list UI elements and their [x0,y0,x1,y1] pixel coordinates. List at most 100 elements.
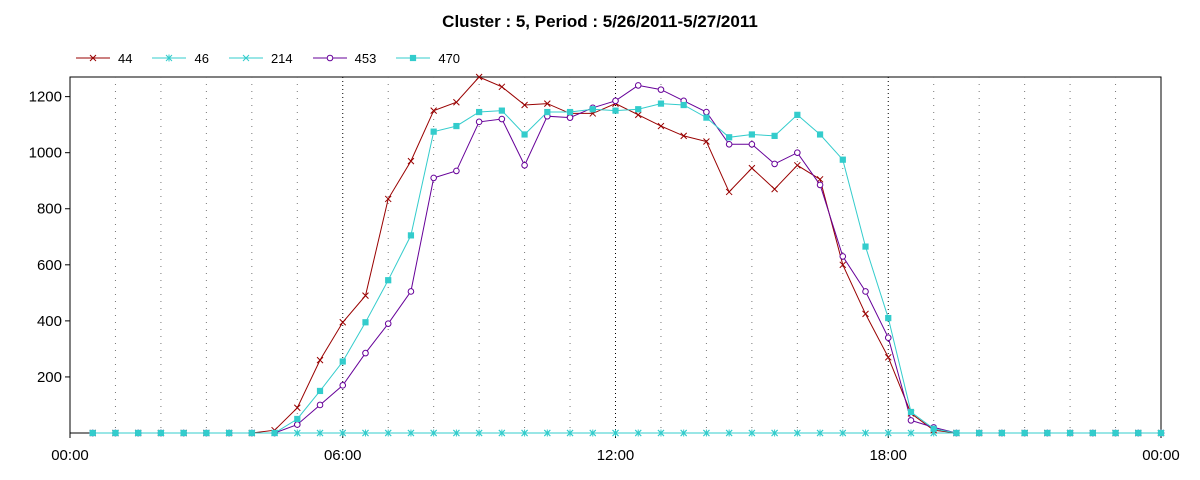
data-point [385,277,392,284]
data-point [566,108,574,116]
data-point [293,404,301,412]
data-point [566,114,574,121]
legend-label: 214 [270,50,293,66]
data-point [498,115,506,123]
data-point [498,83,506,91]
plot-frame [69,76,1162,434]
data-point [293,421,301,428]
y-tick-label: 1200 [29,89,62,106]
data-point [316,387,324,395]
data-point [521,161,528,169]
data-point [112,429,119,437]
data-point [1089,429,1096,437]
legend-swatch [312,54,347,62]
data-point [839,429,847,437]
data-point [521,101,528,109]
data-point [203,429,210,437]
data-point [612,107,619,114]
data-point [816,429,824,437]
data-point [748,164,756,172]
data-point [362,292,369,299]
data-point [976,429,983,437]
data-point [884,334,892,341]
legend-marker [165,54,173,62]
data-point [89,429,96,437]
data-point [885,314,892,322]
data-point [339,429,347,437]
legend-swatch [152,54,187,62]
y-tick-label: 600 [37,257,62,274]
data-point [316,356,324,364]
data-point [862,288,869,295]
legend-label: 470 [438,50,461,66]
data-point [453,167,460,175]
data-point [907,408,915,416]
data-point [407,288,415,295]
data-point [634,429,642,437]
data-point [566,429,574,437]
data-point [748,140,756,148]
data-point [248,429,255,437]
data-point [657,100,665,107]
data-point [407,232,415,239]
data-point [362,319,369,326]
data-point [430,429,438,437]
data-point [884,429,892,437]
legend-label: 44 [118,50,133,66]
data-point [362,429,369,437]
legend-label: 453 [354,50,377,66]
data-point [612,97,619,105]
series-line [92,103,1161,434]
data-point [657,86,665,93]
data-point [816,131,824,138]
data-point [453,429,460,437]
data-point [657,429,665,437]
data-point [907,417,915,424]
data-point [157,429,165,437]
x-tick-label: 06:00 [324,447,362,464]
data-point [407,429,415,437]
data-point [680,429,688,437]
data-point [384,195,392,203]
data-point [703,108,710,116]
data-point [475,429,483,437]
data-point [475,73,483,81]
data-point [476,108,483,116]
data-point [430,128,437,135]
data-point [884,353,892,361]
y-tick-label: 1000 [29,145,62,162]
data-point [680,101,687,109]
legend-swatch [396,54,431,62]
data-point [862,310,869,318]
legend-item: 470 [396,51,460,66]
data-point [589,429,597,437]
data-point [453,122,460,130]
data-point [657,122,665,130]
legend-marker [410,54,417,62]
chart-title: Cluster : 5, Period : 5/26/2011-5/27/201… [442,12,758,31]
legend-label: 46 [194,50,209,66]
data-point [862,243,869,250]
legend-item: 214 [228,50,293,66]
data-point [793,161,801,169]
data-point [839,156,846,163]
legend-swatch [228,54,263,62]
y-tick-label: 200 [37,369,62,386]
data-point [316,429,324,437]
data-point [634,82,642,89]
x-tick-label: 12:00 [597,447,635,464]
x-tick-label: 00:00 [1142,447,1180,464]
data-point [1112,429,1119,437]
series-line [92,84,1161,434]
data-point [339,358,346,365]
series-44 [89,73,1165,437]
data-point [839,253,847,260]
data-point [703,114,710,121]
data-point [680,132,688,140]
legend-swatch [76,54,110,62]
data-point [725,140,733,148]
legend-item: 44 [76,51,132,66]
legend-marker [89,54,97,62]
data-point [294,415,301,423]
